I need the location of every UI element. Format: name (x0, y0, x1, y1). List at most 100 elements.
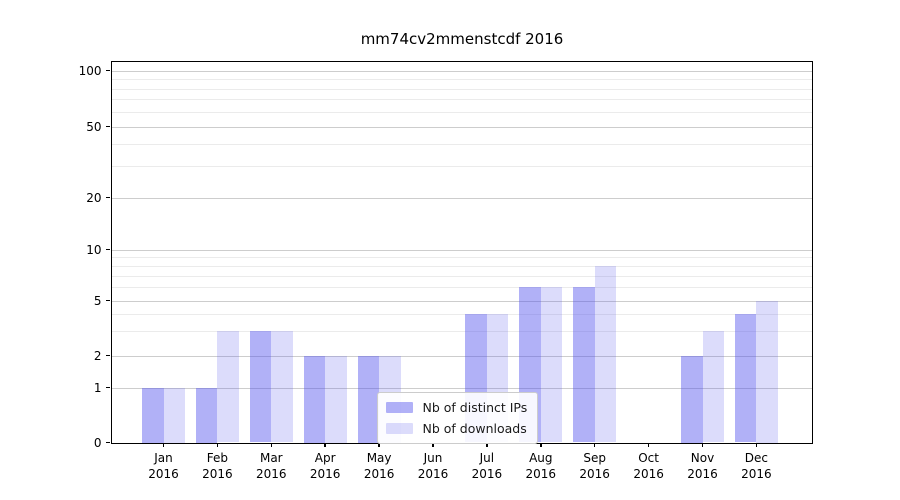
x-tick-year: 2016 (741, 466, 772, 481)
x-tick-label: Sep 2016 (563, 450, 627, 482)
x-tick-year: 2016 (525, 466, 557, 481)
x-tick-month: May (366, 450, 392, 465)
bar-distinct-ips (195, 387, 218, 443)
bar-downloads (756, 300, 778, 443)
y-tick-label: 5 (93, 293, 102, 308)
x-tick-label: Jan 2016 (132, 450, 196, 482)
legend-item-downloads: Nb of downloads (385, 420, 528, 436)
x-tick-label: Apr 2016 (293, 450, 357, 482)
x-tick-month: Mar (259, 450, 283, 465)
x-tick-year: 2016 (148, 466, 179, 481)
x-tick-month: Jan (154, 450, 173, 465)
minor-gridline (111, 79, 812, 80)
bar-downloads (217, 331, 239, 443)
minor-gridline (111, 275, 812, 277)
x-tick-month: Sep (583, 450, 606, 465)
x-tick-month: Feb (206, 450, 229, 465)
x-tick-label: Jul 2016 (455, 450, 519, 482)
x-tick-year: 2016 (471, 466, 503, 481)
y-axis-tick (105, 125, 110, 128)
y-tick-label: 0 (93, 435, 102, 450)
x-tick-month: Oct (638, 450, 659, 465)
y-axis-tick (105, 354, 110, 357)
x-tick-year: 2016 (417, 466, 449, 481)
x-tick-label: Jun 2016 (401, 450, 465, 482)
x-axis-tick (486, 442, 488, 447)
x-tick-label: Oct 2016 (617, 450, 681, 482)
x-axis-tick (540, 442, 542, 447)
bar-distinct-ips (734, 313, 757, 443)
x-axis-tick (701, 442, 704, 447)
minor-gridline (111, 166, 812, 168)
x-tick-year: 2016 (256, 466, 287, 481)
x-tick-month: Nov (690, 450, 715, 465)
x-tick-year: 2016 (202, 466, 233, 481)
y-tick-label: 50 (86, 119, 102, 134)
x-tick-label: Feb 2016 (185, 450, 249, 482)
x-tick-month: Jun (423, 450, 443, 465)
x-tick-year: 2016 (363, 466, 395, 481)
legend: Nb of distinct IPs Nb of downloads (376, 391, 539, 444)
y-tick-label: 2 (93, 348, 102, 363)
minor-gridline (111, 313, 812, 315)
x-tick-month: Apr (314, 450, 336, 465)
bar-downloads (163, 387, 185, 443)
y-tick-label: 100 (78, 63, 102, 78)
major-gridline (111, 70, 812, 72)
x-tick-month: Aug (529, 450, 553, 465)
bar-distinct-ips (142, 387, 164, 443)
x-tick-label: Dec 2016 (724, 450, 788, 482)
x-tick-label: Aug 2016 (509, 450, 573, 482)
bar-downloads (702, 331, 724, 443)
major-gridline (111, 387, 812, 389)
y-axis-tick (105, 248, 110, 251)
legend-item-distinct-ips: Nb of distinct IPs (385, 399, 528, 415)
legend-swatch-downloads (385, 422, 413, 434)
legend-swatch-distinct-ips (385, 401, 413, 413)
x-tick-year: 2016 (687, 466, 718, 481)
y-axis-tick (105, 441, 110, 444)
x-axis-tick (324, 442, 326, 447)
bar-distinct-ips (303, 355, 326, 443)
plot-area: 0 1 2 5 10 20 50 100 Jan 2016 Feb 2016 Mar 2016 Apr 201… (79, 60, 813, 481)
y-axis-tick (105, 299, 110, 302)
minor-gridline (111, 88, 812, 90)
minor-gridline (111, 265, 812, 267)
y-axis-tick (105, 196, 110, 199)
bar-downloads (271, 331, 293, 443)
minor-gridline (111, 287, 812, 289)
x-axis-tick (270, 442, 273, 447)
bar-distinct-ips (249, 331, 272, 443)
bar-downloads (594, 265, 617, 443)
y-tick-label: 10 (86, 242, 102, 257)
x-tick-month: Dec (744, 450, 768, 465)
x-tick-label: Nov 2016 (671, 450, 735, 482)
major-gridline (111, 249, 812, 251)
x-axis-tick (432, 442, 434, 447)
major-gridline (111, 355, 812, 357)
bar-distinct-ips (357, 355, 380, 443)
x-axis-tick (216, 442, 219, 447)
bar-distinct-ips (573, 287, 595, 443)
chart-title: mm74cv2mmenstcdf 2016 (360, 30, 564, 48)
major-gridline (111, 197, 812, 199)
x-tick-month: Jul (479, 450, 495, 465)
y-axis-tick (105, 386, 110, 389)
x-tick-label: Mar 2016 (239, 450, 303, 482)
x-axis-tick (162, 442, 165, 447)
x-tick-year: 2016 (633, 466, 664, 481)
grid-layer (111, 62, 812, 443)
x-axis-tick (593, 442, 596, 447)
legend-label-downloads: Nb of downloads (422, 420, 527, 436)
bar-downloads (540, 287, 563, 443)
x-tick-year: 2016 (309, 466, 341, 481)
x-axis-tick (378, 442, 380, 447)
legend-label-distinct-ips: Nb of distinct IPs (422, 399, 528, 415)
bar-distinct-ips (681, 355, 703, 443)
x-tick-label: May 2016 (347, 450, 411, 482)
minor-gridline (111, 99, 812, 101)
minor-gridline (111, 111, 812, 113)
y-axis-tick (105, 69, 110, 72)
minor-gridline (111, 257, 812, 259)
